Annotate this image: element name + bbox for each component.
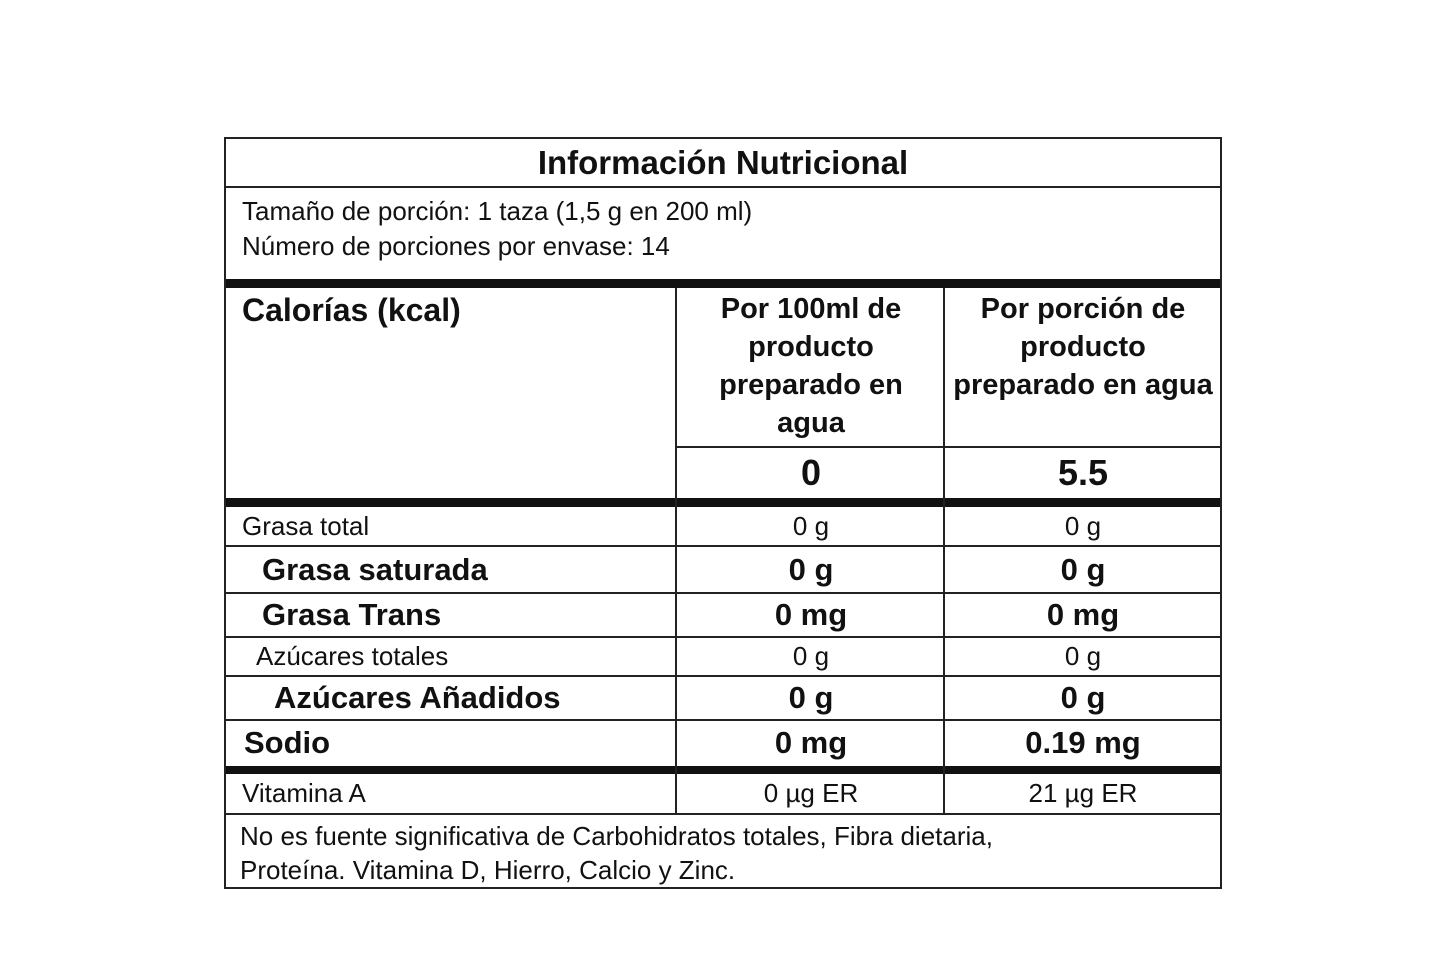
thick-divider xyxy=(226,766,1220,774)
column-header: Por 100ml de producto preparado en agua xyxy=(719,293,903,439)
row-value: 0 mg xyxy=(1046,597,1120,632)
table-title: Información Nutricional xyxy=(537,143,909,181)
divider xyxy=(226,186,1220,188)
footnote-line: No es fuente significativa de Carbohidra… xyxy=(240,821,993,851)
calories-label: Calorías (kcal) xyxy=(242,292,461,328)
row-value: 0 g xyxy=(1060,551,1106,587)
serving-size: Tamaño de porción: 1 taza (1,5 g en 200 … xyxy=(242,196,753,226)
divider xyxy=(226,675,1220,677)
row-label: Sodio xyxy=(244,725,331,760)
thick-divider xyxy=(226,279,1220,288)
calories-value: 5.5 xyxy=(1057,452,1109,493)
row-value: 0 µg ER xyxy=(763,778,859,808)
servings-per-container: Número de porciones por envase: 14 xyxy=(242,231,670,261)
footnote-line: Proteína. Vitamina D, Hierro, Calcio y Z… xyxy=(240,855,736,885)
row-value: 0 g xyxy=(1060,680,1106,715)
row-label: Grasa Trans xyxy=(262,597,442,632)
row-label: Vitamina A xyxy=(242,778,366,808)
divider xyxy=(226,592,1220,594)
divider xyxy=(676,446,1220,448)
nutrition-table xyxy=(224,137,1222,889)
row-value: 0.19 mg xyxy=(1025,725,1141,760)
row-label: Azúcares Añadidos xyxy=(274,680,561,715)
row-label: Grasa saturada xyxy=(262,551,488,587)
row-value: 0 g xyxy=(788,551,834,587)
row-value: 0 mg xyxy=(774,597,848,632)
row-label: Azúcares totales xyxy=(256,641,449,671)
row-value: 0 g xyxy=(792,511,830,541)
divider xyxy=(226,636,1220,638)
row-label: Grasa total xyxy=(242,511,370,541)
row-value: 0 g xyxy=(788,680,834,715)
column-divider xyxy=(943,288,945,814)
thick-divider xyxy=(226,498,1220,507)
column-divider xyxy=(675,288,677,814)
divider xyxy=(226,813,1220,815)
row-value: 0 g xyxy=(792,641,830,671)
row-value: 0 mg xyxy=(774,725,848,760)
row-value: 0 g xyxy=(1064,641,1102,671)
row-value: 21 µg ER xyxy=(1028,778,1138,808)
divider xyxy=(226,545,1220,547)
row-value: 0 g xyxy=(1064,511,1102,541)
calories-value: 0 xyxy=(800,452,822,493)
column-header: Por porción de producto preparado en agu… xyxy=(953,293,1213,401)
divider xyxy=(226,719,1220,721)
footnote: No es fuente significativa de Carbohidra… xyxy=(240,819,993,887)
